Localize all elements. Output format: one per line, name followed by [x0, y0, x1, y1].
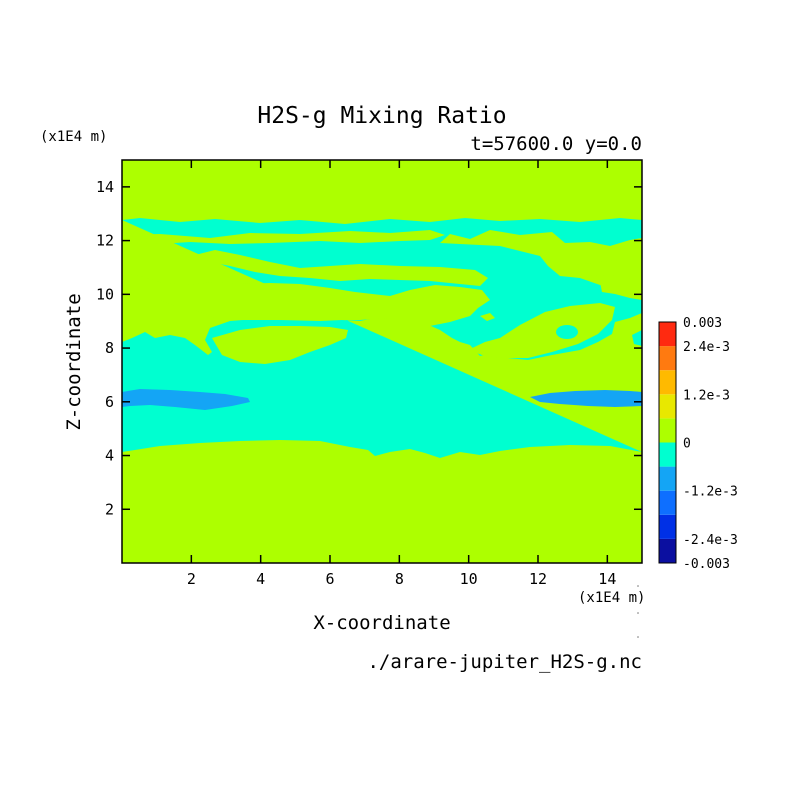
y-tick-label: 10	[96, 285, 114, 303]
colorbar-level	[659, 466, 676, 491]
colorbar-frame	[658, 321, 677, 564]
colorbar-tick-label: -1.2e-3	[683, 485, 738, 500]
y-tick-label: 4	[105, 447, 114, 465]
colorbar-level	[659, 346, 676, 371]
source-file-label: ./arare-jupiter_H2S-g.nc	[367, 651, 642, 673]
region-negative-band	[122, 218, 642, 458]
region-positive-island	[122, 322, 132, 336]
axis-ticks: 2 4 6 8 10 12 14 2 4 6 8 10 12 14	[96, 160, 642, 588]
colorbar-tick-label: 1.2e-3	[683, 388, 730, 403]
marker-dot: ˙	[635, 585, 641, 596]
y-tick-label: 14	[96, 178, 114, 196]
y-axis-label: Z-coordinate	[63, 293, 85, 430]
plot-frame	[121, 159, 643, 564]
colorbar: 0.003 2.4e-3 1.2e-3 0 -1.2e-3 -2.4e-3 -0.003	[658, 316, 738, 572]
x-tick-label: 2	[187, 570, 196, 588]
chart-subtitle: t=57600.0 y=0.0	[470, 133, 642, 155]
y-tick-label: 12	[96, 232, 114, 250]
y-tick-label: 6	[105, 393, 114, 411]
region-negative-spot	[632, 330, 642, 346]
colorbar-tick-label: -2.4e-3	[683, 533, 738, 548]
chart-title: H2S-g Mixing Ratio	[257, 103, 506, 129]
x-tick-label: 10	[460, 570, 478, 588]
x-tick-label: 6	[325, 570, 334, 588]
colorbar-tick-label: 2.4e-3	[683, 340, 730, 355]
colorbar-level	[659, 442, 676, 467]
y-tick-label: 8	[105, 339, 114, 357]
region-positive-island	[212, 326, 348, 364]
colorbar-level	[659, 490, 676, 515]
x-unit-label: (x1E4 m)	[578, 590, 645, 606]
region-positive-island	[122, 230, 445, 246]
marker-dot: ˙	[635, 636, 641, 647]
x-tick-label: 8	[395, 570, 404, 588]
region-positive-island	[600, 278, 642, 300]
colorbar-level	[659, 538, 676, 563]
colorbar-tick-label: 0	[683, 437, 691, 452]
colorbar-level	[659, 514, 676, 539]
region-positive-island	[122, 254, 160, 262]
region-positive-island	[480, 313, 495, 321]
colorbar-tick-label: -0.003	[683, 557, 730, 572]
region-positive-island	[195, 250, 488, 286]
region-positive-island	[468, 303, 615, 358]
region-positive-island	[122, 272, 490, 326]
region-minimum-patch	[122, 389, 250, 410]
region-positive-island	[560, 260, 635, 276]
colorbar-level	[659, 418, 676, 443]
marker-dot: ˙	[635, 612, 641, 623]
region-negative-hole	[556, 325, 578, 339]
y-unit-label: (x1E4 m)	[40, 129, 107, 145]
contour-field	[122, 160, 642, 563]
colorbar-level	[659, 322, 676, 347]
colorbar-level	[659, 370, 676, 395]
colorbar-tick-label: 0.003	[683, 316, 722, 331]
x-tick-label: 12	[529, 570, 547, 588]
y-tick-label: 2	[105, 500, 114, 518]
x-tick-label: 4	[256, 570, 265, 588]
region-minimum-patch	[530, 390, 642, 407]
x-tick-label: 14	[598, 570, 616, 588]
x-axis-label: X-coordinate	[313, 612, 450, 634]
colorbar-level	[659, 394, 676, 419]
